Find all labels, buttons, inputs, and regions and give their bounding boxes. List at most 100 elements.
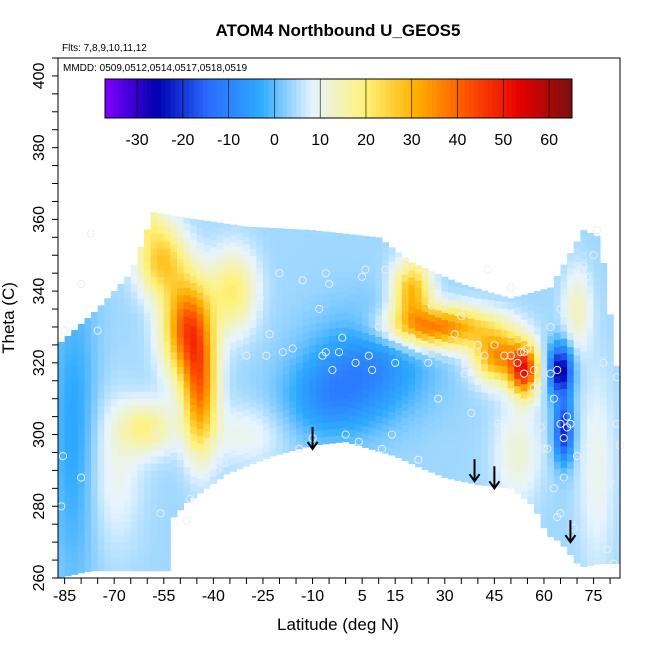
heatmap-cell xyxy=(481,306,489,314)
heatmap-cell xyxy=(243,287,251,295)
colorbar-swatch xyxy=(441,79,447,118)
heatmap-cell xyxy=(342,391,350,400)
heatmap-cell xyxy=(190,268,198,276)
heatmap-cell xyxy=(507,380,515,389)
heatmap-cell xyxy=(368,427,376,436)
heatmap-cell xyxy=(262,351,270,359)
heatmap-cell xyxy=(520,319,528,327)
heatmap-cell xyxy=(110,413,118,421)
heatmap-cell xyxy=(467,339,475,348)
heatmap-cell xyxy=(454,344,462,352)
heatmap-cell xyxy=(302,425,310,434)
heatmap-cell xyxy=(269,377,277,385)
heatmap-cell xyxy=(600,499,608,507)
heatmap-cell xyxy=(586,536,594,545)
heatmap-cell xyxy=(329,414,337,423)
heatmap-cell xyxy=(163,448,171,457)
heatmap-cell xyxy=(613,391,621,400)
heatmap-cell xyxy=(467,397,475,405)
heatmap-cell xyxy=(507,474,515,482)
heatmap-cell xyxy=(170,244,178,253)
heatmap-cell xyxy=(434,403,442,411)
heatmap-cell xyxy=(527,410,535,419)
heatmap-cell xyxy=(567,375,575,383)
heatmap-cell xyxy=(428,350,436,358)
heatmap-cell xyxy=(368,348,376,357)
colorbar-swatch xyxy=(119,79,125,118)
heatmap-cell xyxy=(474,456,482,464)
heatmap-cell xyxy=(269,334,277,342)
heatmap-cell xyxy=(375,401,383,409)
heatmap-cell xyxy=(276,389,284,398)
heatmap-cell xyxy=(355,235,363,238)
heatmap-cell xyxy=(243,387,251,395)
heatmap-cell xyxy=(606,549,614,557)
heatmap-cell xyxy=(177,309,185,317)
heatmap-cell xyxy=(375,415,383,423)
heatmap-cell xyxy=(428,292,436,301)
heatmap-cell xyxy=(586,472,594,480)
heatmap-cell xyxy=(415,309,423,317)
heatmap-cell xyxy=(534,355,542,364)
heatmap-cell xyxy=(553,346,561,355)
heatmap-cell xyxy=(375,243,383,251)
heatmap-cell xyxy=(183,244,191,253)
heatmap-cell xyxy=(124,291,132,299)
heatmap-cell xyxy=(474,448,482,457)
heatmap-cell xyxy=(567,540,575,548)
heatmap-cell xyxy=(461,410,469,418)
heatmap-cell xyxy=(216,464,224,473)
heatmap-cell xyxy=(467,418,475,427)
heatmap-cell xyxy=(368,356,376,364)
heatmap-cell xyxy=(170,215,178,224)
heatmap-cell xyxy=(448,471,456,480)
heatmap-cell xyxy=(64,353,72,362)
heatmap-cell xyxy=(560,524,568,533)
heatmap-cell xyxy=(97,563,105,572)
heatmap-cell xyxy=(428,429,436,437)
heatmap-cell xyxy=(110,434,118,443)
heatmap-cell xyxy=(269,434,277,443)
heatmap-cell xyxy=(77,465,85,473)
heatmap-cell xyxy=(309,387,317,396)
heatmap-cell xyxy=(547,378,555,387)
heatmap-cell xyxy=(415,316,423,324)
heatmap-cell xyxy=(329,392,337,401)
heatmap-cell xyxy=(282,373,290,382)
heatmap-cell xyxy=(64,475,72,483)
heatmap-cell xyxy=(150,212,158,220)
heatmap-cell xyxy=(467,447,475,456)
heatmap-cell xyxy=(494,314,502,323)
heatmap-cell xyxy=(553,339,561,348)
heatmap-cell xyxy=(157,477,165,486)
heatmap-cell xyxy=(474,291,482,299)
heatmap-cell xyxy=(421,290,429,298)
heatmap-cell xyxy=(507,301,515,310)
heatmap-cell xyxy=(520,405,528,413)
heatmap-cell xyxy=(262,437,270,445)
heatmap-cell xyxy=(553,361,561,369)
heatmap-cell xyxy=(335,306,343,314)
heatmap-cell xyxy=(243,272,251,281)
heatmap-cell xyxy=(110,456,118,464)
heatmap-cell xyxy=(243,430,251,439)
heatmap-cell xyxy=(560,531,568,540)
heatmap-cell xyxy=(150,219,158,227)
heatmap-cell xyxy=(269,305,277,314)
heatmap-cell xyxy=(381,374,389,382)
heatmap-cell xyxy=(335,435,343,443)
heatmap-cell xyxy=(375,257,383,266)
heatmap-cell xyxy=(487,292,495,301)
heatmap-cell xyxy=(282,266,290,274)
heatmap-cell xyxy=(315,286,323,295)
colorbar-swatch xyxy=(114,79,120,118)
heatmap-cell xyxy=(474,398,482,407)
heatmap-cell xyxy=(388,318,396,327)
heatmap-cell xyxy=(282,395,290,403)
heatmap-cell xyxy=(249,255,257,264)
heatmap-cell xyxy=(177,466,185,475)
heatmap-cell xyxy=(368,248,376,257)
heatmap-cell xyxy=(124,405,132,414)
heatmap-cell xyxy=(534,348,542,357)
heatmap-cell xyxy=(130,427,138,435)
